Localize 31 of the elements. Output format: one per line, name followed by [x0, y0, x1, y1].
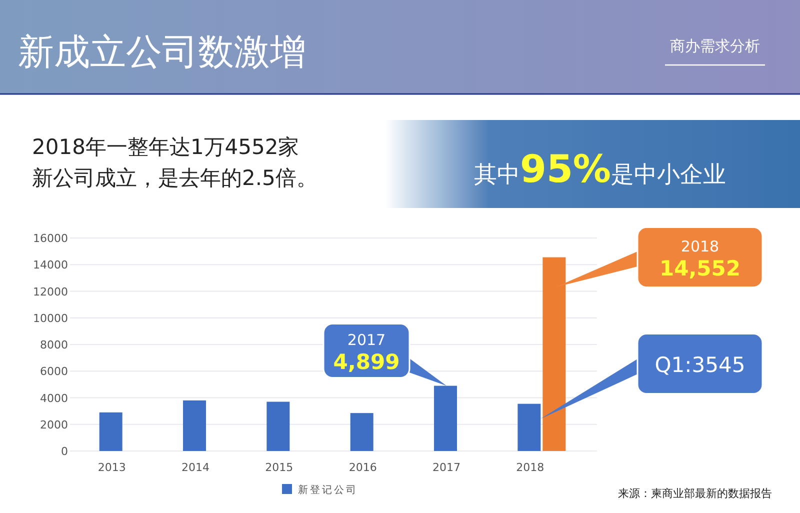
y-tick-label: 16000 — [33, 232, 68, 245]
x-tick-label: 2013 — [98, 461, 126, 474]
y-tick-label: 4000 — [40, 392, 68, 405]
x-tick-label: 2014 — [182, 461, 210, 474]
callout-box: Q1:3545 — [540, 333, 764, 419]
bar — [350, 413, 374, 451]
text: 商办需求分析 — [670, 37, 760, 55]
y-tick-label: 8000 — [40, 338, 68, 352]
legend-label: 新登记公司 — [298, 484, 358, 496]
y-tick-label: 12000 — [33, 285, 68, 298]
x-tick-label: 2018 — [516, 461, 544, 474]
y-tick-label: 10000 — [33, 312, 68, 325]
bar — [99, 412, 122, 451]
text: 新公司成立，是去年的2.5倍。 — [32, 166, 318, 190]
x-tick-label: 2016 — [348, 461, 377, 474]
y-tick-label: 0 — [61, 445, 68, 458]
bar — [266, 402, 290, 451]
source-note: 来源：柬商业部最新的数据报告 — [618, 487, 772, 500]
bar — [183, 400, 206, 451]
x-tick-label: 2017 — [432, 461, 460, 474]
bar — [518, 404, 541, 451]
y-tick-label: 14000 — [33, 258, 68, 272]
y-tick-label: 6000 — [40, 365, 68, 378]
text: 其中95%是中小企业 — [474, 147, 726, 191]
annotation: 4,899 — [333, 350, 400, 374]
text: 2018年一整年达1万4552家 — [32, 135, 300, 159]
y-tick-label: 2000 — [40, 418, 68, 432]
bar — [542, 257, 566, 451]
annotation: 2017 — [347, 330, 386, 349]
chart-title: 新成立公司数激增 — [18, 32, 306, 73]
x-tick-label: 2015 — [265, 461, 294, 474]
